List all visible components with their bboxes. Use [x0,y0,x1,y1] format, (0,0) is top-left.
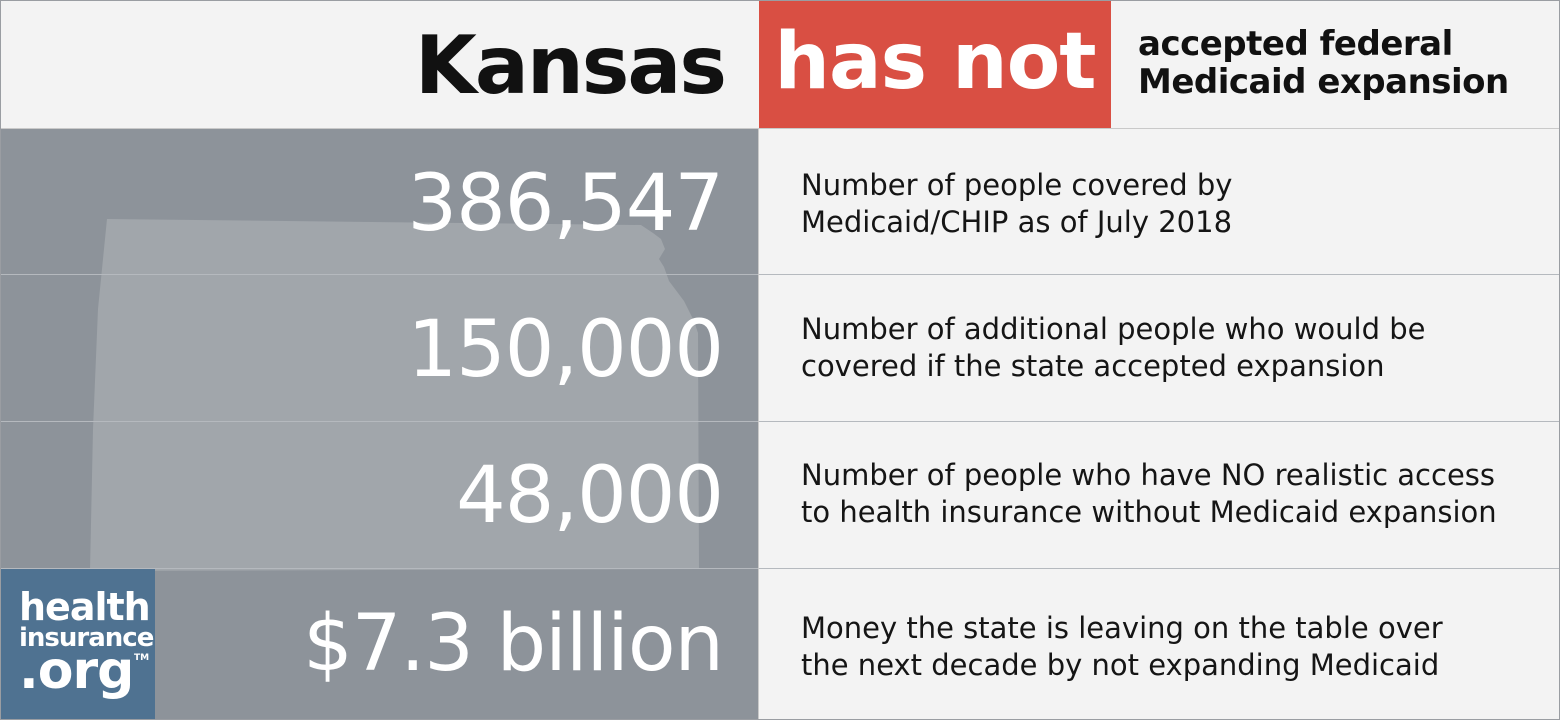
stat-desc-additional: Number of additional people who would be… [801,311,1501,385]
status-text: has not [774,17,1096,107]
header: Kansas has not accepted federal Medicaid… [1,1,1559,129]
stat-desc-line: the next decade by not expanding Medicai… [801,648,1440,682]
stat-value-covered: 386,547 [407,159,724,249]
status-description-line1: accepted federal [1138,24,1453,64]
stat-desc-money: Money the state is leaving on the table … [801,610,1501,684]
stat-desc-covered: Number of people covered by Medicaid/CHI… [801,167,1501,241]
stat-desc-no-access: Number of people who have NO realistic a… [801,457,1501,531]
logo-trademark: TM [134,653,150,663]
column-divider [758,129,759,719]
stat-value-no-access: 48,000 [456,451,724,541]
stat-desc-line: Number of additional people who would be [801,312,1426,346]
stat-value-additional: 150,000 [407,305,724,395]
state-name: Kansas [414,19,727,112]
stat-desc-line: Number of people who have NO realistic a… [801,458,1496,492]
logo-text-health: health [19,585,151,629]
status-badge: has not [759,1,1111,128]
kansas-state-map [90,219,699,571]
stat-desc-line: to health insurance without Medicaid exp… [801,495,1497,529]
logo-text-org: .org [19,641,134,701]
stat-row-bg-4 [759,569,1559,719]
healthinsurance-logo: health insurance .org TM [1,569,155,719]
stat-value-money: $7.3 billion [303,599,724,689]
stat-desc-line: Money the state is leaving on the table … [801,611,1443,645]
status-description-line2: Medicaid expansion [1138,62,1509,102]
stat-row-bg-2 [759,275,1559,421]
stat-desc-line: covered if the state accepted expansion [801,349,1385,383]
logo-text-insurance: insurance [19,623,154,653]
stat-desc-line: Medicaid/CHIP as of July 2018 [801,205,1233,239]
status-description: accepted federal Medicaid expansion [1138,25,1509,101]
row-divider [1,421,1559,422]
row-divider [1,274,1559,275]
row-divider [1,568,1559,569]
stat-row-bg-3 [759,422,1559,568]
stat-desc-line: Number of people covered by [801,168,1233,202]
stat-row-bg-1 [759,129,1559,275]
